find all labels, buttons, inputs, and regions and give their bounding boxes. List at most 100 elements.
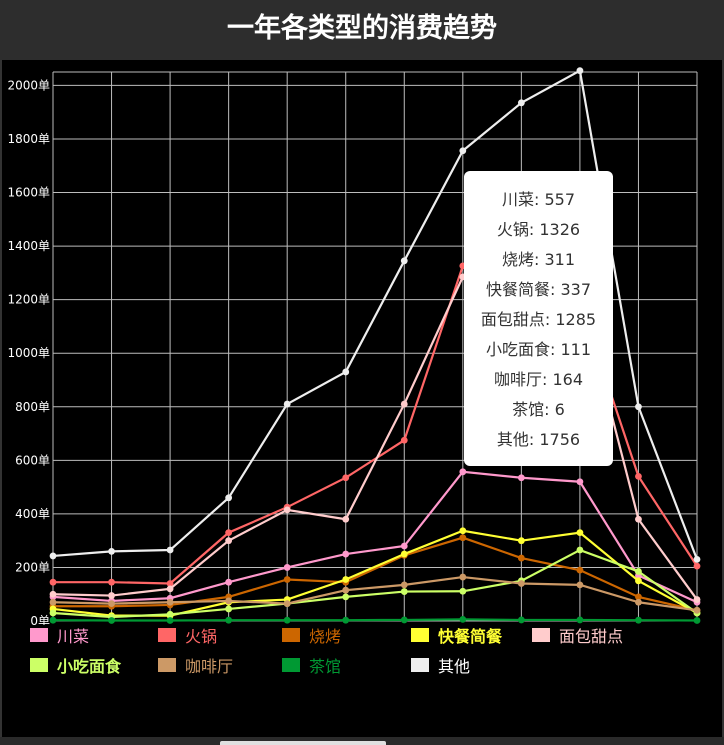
legend-label: 茶馆 xyxy=(309,657,342,676)
data-point xyxy=(576,616,584,624)
data-point xyxy=(459,468,467,476)
data-point xyxy=(342,515,350,523)
data-point xyxy=(459,615,467,623)
tooltip-row: 面包甜点: 1285 xyxy=(480,310,597,329)
legend-label: 咖啡厅 xyxy=(185,657,234,676)
data-point xyxy=(49,590,57,598)
data-point xyxy=(108,617,115,624)
legend-item[interactable]: 火锅 xyxy=(158,625,218,646)
chart-title: 一年各类型的消费趋势 xyxy=(227,13,497,44)
data-point xyxy=(108,600,115,607)
data-point xyxy=(283,506,291,514)
y-tick-label: 600单 xyxy=(15,453,50,467)
legend-label: 面包甜点 xyxy=(559,627,624,646)
legend-swatch xyxy=(30,628,48,642)
data-point xyxy=(459,534,467,542)
data-point xyxy=(283,600,291,607)
data-point xyxy=(283,564,291,571)
legend-item[interactable]: 川菜 xyxy=(30,625,90,646)
legend-swatch xyxy=(532,628,550,642)
data-point xyxy=(693,562,701,570)
tooltip: 川菜: 557 火锅: 1326 烧烤: 311 快餐简餐: 337 面包甜点: 128… xyxy=(464,171,613,466)
data-point xyxy=(576,529,584,537)
data-point xyxy=(225,605,233,613)
frame-right xyxy=(722,60,724,745)
data-point xyxy=(225,537,233,545)
data-point xyxy=(693,617,701,624)
legend-item[interactable]: 咖啡厅 xyxy=(158,655,234,676)
y-tick-label: 0单 xyxy=(30,614,50,625)
data-point xyxy=(576,566,584,574)
legend-swatch xyxy=(282,628,300,642)
y-tick-label: 1600单 xyxy=(7,186,50,200)
tooltip-row: 川菜: 557 xyxy=(501,190,576,209)
legend-label: 川菜 xyxy=(57,627,90,646)
series-line xyxy=(52,575,698,612)
data-point xyxy=(400,542,408,550)
legend-item[interactable]: 茶馆 xyxy=(282,655,342,676)
data-point xyxy=(342,368,350,376)
data-point xyxy=(517,580,525,587)
data-point xyxy=(108,578,115,586)
data-point xyxy=(400,400,408,408)
data-point xyxy=(635,593,642,601)
data-point xyxy=(400,257,408,265)
legend-item[interactable]: 面包甜点 xyxy=(532,625,624,646)
series-line xyxy=(52,68,699,560)
y-tick-label: 1800单 xyxy=(7,132,50,146)
data-point xyxy=(225,494,233,502)
frame-left xyxy=(0,60,2,745)
legend-label: 火锅 xyxy=(185,627,218,646)
legend-item[interactable]: 快餐简餐 xyxy=(411,625,502,646)
legend-swatch xyxy=(411,658,429,672)
data-point xyxy=(517,554,525,562)
series-line xyxy=(53,536,698,612)
data-point xyxy=(576,581,584,589)
data-point xyxy=(517,99,525,107)
y-tick-label: 1200单 xyxy=(7,293,50,307)
legend-swatch xyxy=(411,628,429,642)
data-point xyxy=(108,547,115,555)
legend-label: 烧烤 xyxy=(309,627,342,646)
legend-item[interactable]: 烧烤 xyxy=(282,625,342,646)
data-point xyxy=(49,578,57,586)
tooltip-row: 烧烤: 311 xyxy=(501,250,576,269)
data-point xyxy=(576,67,584,75)
data-point xyxy=(342,550,350,558)
data-point xyxy=(635,577,642,585)
data-point xyxy=(49,552,57,560)
data-point xyxy=(166,580,174,587)
legend-item[interactable]: 其他 xyxy=(411,655,470,676)
data-point xyxy=(635,515,642,523)
scroll-handle[interactable] xyxy=(220,741,386,745)
tooltip-row: 火锅: 1326 xyxy=(496,220,581,239)
y-tick-label: 200单 xyxy=(15,560,50,574)
data-point xyxy=(693,596,701,603)
tooltip-row: 茶馆: 6 xyxy=(512,400,565,419)
y-tick-label: 1000单 xyxy=(7,346,50,360)
data-point xyxy=(517,537,525,545)
data-point xyxy=(635,568,642,575)
data-point xyxy=(283,400,291,408)
data-point xyxy=(459,587,467,595)
data-point xyxy=(693,606,701,614)
data-point xyxy=(576,546,584,554)
legend-label: 小吃面食 xyxy=(57,657,122,676)
data-point xyxy=(517,616,525,624)
tooltip-row: 小吃面食: 111 xyxy=(485,340,592,359)
legend-swatch xyxy=(158,628,176,642)
data-point xyxy=(400,436,408,444)
title-bar xyxy=(0,0,724,60)
data-point xyxy=(108,592,115,599)
legend-swatch xyxy=(158,658,176,672)
data-point xyxy=(342,593,350,601)
data-point xyxy=(400,616,408,624)
data-point xyxy=(49,616,57,624)
legend-item[interactable]: 小吃面食 xyxy=(30,655,122,676)
data-point xyxy=(166,585,174,593)
y-tick-label: 2000单 xyxy=(7,78,50,92)
data-point xyxy=(635,403,642,411)
tooltip-row: 快餐简餐: 337 xyxy=(485,280,592,299)
data-point xyxy=(693,556,701,563)
data-point xyxy=(400,588,408,595)
